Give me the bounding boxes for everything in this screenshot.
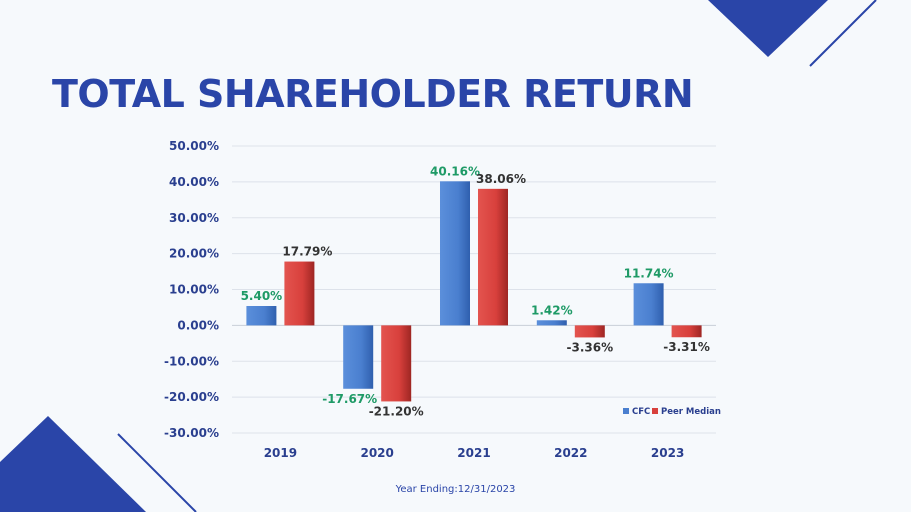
legend: CFC Peer Median [623, 407, 721, 417]
data-label-peer-2023: -3.31% [663, 340, 710, 354]
legend-label: CFC [632, 407, 650, 417]
y-tick-label: 50.00% [169, 139, 219, 153]
x-tick-label: 2021 [457, 446, 490, 460]
x-tick-label: 2019 [264, 446, 297, 460]
x-axis-tick-labels: 2019 2020 2021 2022 2023 [264, 446, 685, 460]
legend-swatch [652, 408, 658, 414]
data-label-cfc-2019: 5.40% [241, 289, 283, 303]
data-label-peer-2020: -21.20% [369, 404, 424, 418]
top-right-triangle [708, 0, 828, 57]
data-label-peer-2022: -3.36% [566, 340, 613, 354]
y-tick-label: 20.00% [169, 247, 219, 261]
x-tick-label: 2022 [554, 446, 587, 460]
bottom-left-triangle [0, 416, 146, 512]
data-label-peer-2021: 38.06% [476, 172, 526, 186]
page-title: TOTAL SHAREHOLDER RETURN [52, 72, 694, 116]
data-label-cfc-2022: 1.42% [531, 303, 573, 317]
data-label-cfc-2020: -17.67% [322, 392, 377, 406]
bottom-left-line [117, 433, 197, 512]
data-labels: 5.40% 17.79% -17.67%-21.20% 40.16%38.06% 1.4… [241, 164, 710, 418]
legend-label: Peer Median [661, 407, 721, 417]
bar-cfc-2023 [633, 283, 664, 326]
bar-peer-2023 [671, 325, 702, 338]
bar-cfc-2020 [343, 325, 374, 389]
y-tick-label: -30.00% [164, 426, 219, 440]
y-tick-label: -10.00% [164, 354, 219, 368]
data-label-cfc-2021: 40.16% [430, 164, 480, 178]
footer-note: Year Ending:12/31/2023 [395, 484, 516, 495]
bar-peer-2021 [478, 188, 508, 326]
x-tick-label: 2020 [360, 446, 393, 460]
bar-cfc-2019 [246, 306, 277, 326]
x-tick-label: 2023 [651, 446, 684, 460]
bars [246, 181, 702, 402]
data-label-peer-2019: 17.79% [282, 245, 332, 259]
top-right-line [809, 0, 877, 67]
y-tick-label: -20.00% [164, 390, 219, 404]
legend-swatch [623, 408, 629, 414]
y-tick-label: 10.00% [169, 283, 219, 297]
y-axis-tick-labels: 50.00% 40.00% 30.00% 20.00% 10.00% 0.00% -10.0… [164, 139, 219, 440]
bar-peer-2020 [381, 325, 412, 402]
data-label-cfc-2023: 11.74% [624, 266, 674, 280]
bar-cfc-2022 [536, 320, 567, 326]
bar-peer-2019 [284, 261, 315, 326]
bar-cfc-2021 [440, 181, 470, 326]
bar-peer-2022 [574, 325, 605, 338]
y-tick-label: 30.00% [169, 211, 219, 225]
y-tick-label: 0.00% [177, 318, 219, 332]
y-tick-label: 40.00% [169, 175, 219, 189]
